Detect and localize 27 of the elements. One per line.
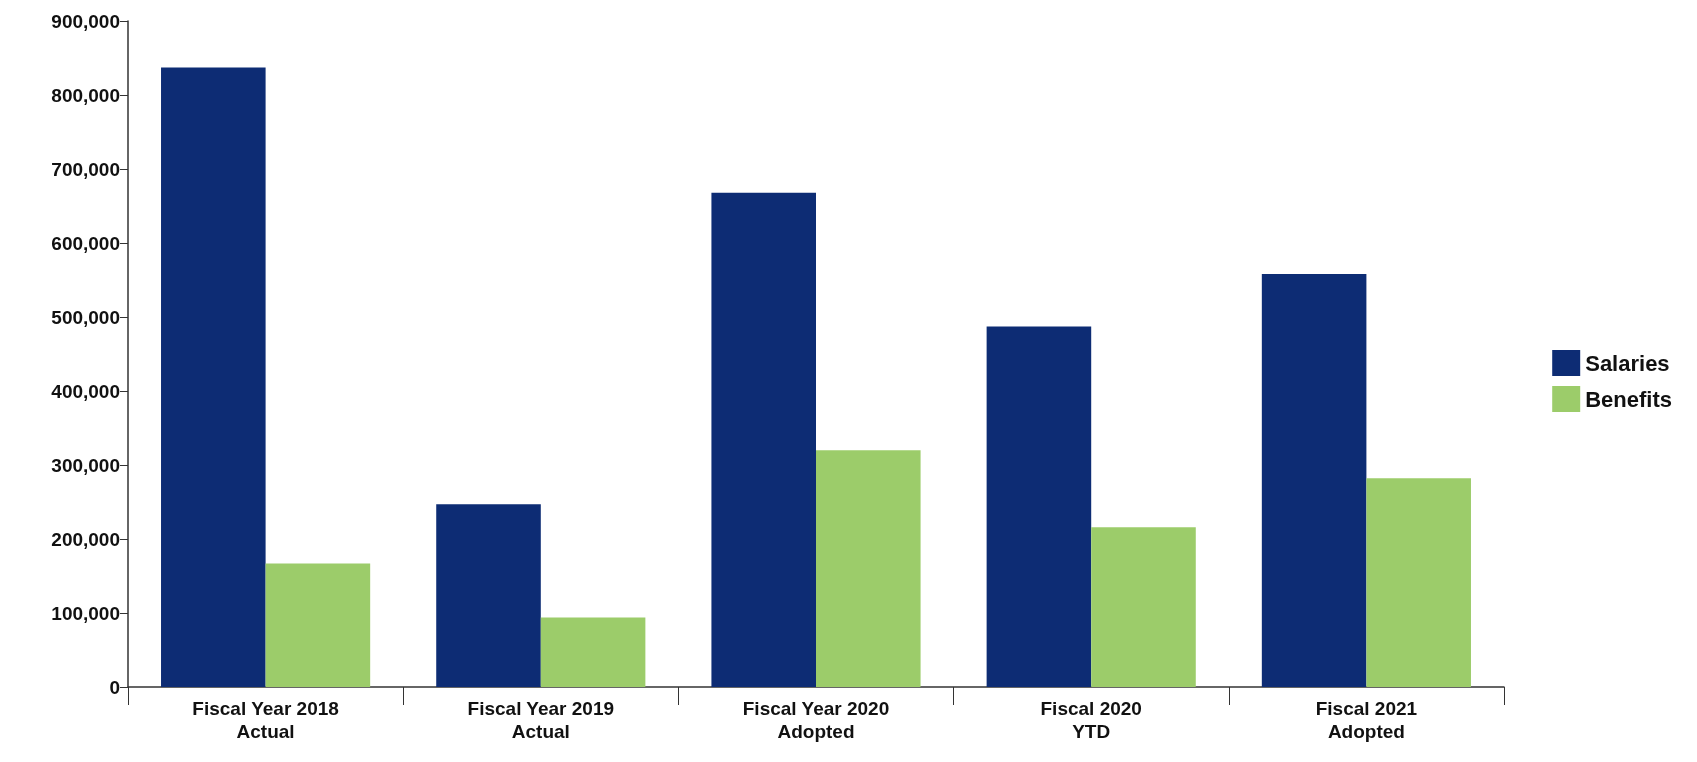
bar bbox=[540, 617, 646, 687]
y-tick-label: 600,000 bbox=[51, 232, 120, 254]
legend-label: Benefits bbox=[1585, 386, 1672, 412]
x-tick-label: Fiscal Year 2019 Actual bbox=[467, 698, 615, 742]
y-tick-label: 100,000 bbox=[51, 602, 120, 624]
y-tick-label: 200,000 bbox=[51, 528, 120, 550]
y-tick-label: 900,000 bbox=[51, 10, 120, 32]
y-tick-label: 400,000 bbox=[51, 380, 120, 402]
bar bbox=[1366, 478, 1471, 687]
bar bbox=[161, 67, 266, 687]
x-tick-label: Fiscal 2020 YTD bbox=[1040, 698, 1142, 742]
bar bbox=[436, 504, 541, 687]
x-tick-label: Fiscal 2021 Adopted bbox=[1315, 698, 1418, 742]
bar bbox=[816, 450, 921, 687]
y-tick-label: 500,000 bbox=[51, 306, 120, 328]
y-tick-label: 0 bbox=[109, 676, 120, 698]
bar bbox=[986, 326, 1092, 687]
y-tick-label: 800,000 bbox=[51, 84, 120, 106]
bar bbox=[1091, 527, 1196, 687]
bar bbox=[265, 563, 371, 687]
x-tick-label: Fiscal Year 2018 Actual bbox=[192, 698, 339, 742]
legend-label: Salaries bbox=[1585, 350, 1670, 376]
bar bbox=[711, 192, 816, 687]
y-tick-label: 700,000 bbox=[51, 158, 120, 180]
x-tick-label: Fiscal Year 2020 Adopted bbox=[742, 698, 890, 742]
y-tick-label: 300,000 bbox=[51, 454, 120, 476]
bar bbox=[1261, 274, 1367, 687]
